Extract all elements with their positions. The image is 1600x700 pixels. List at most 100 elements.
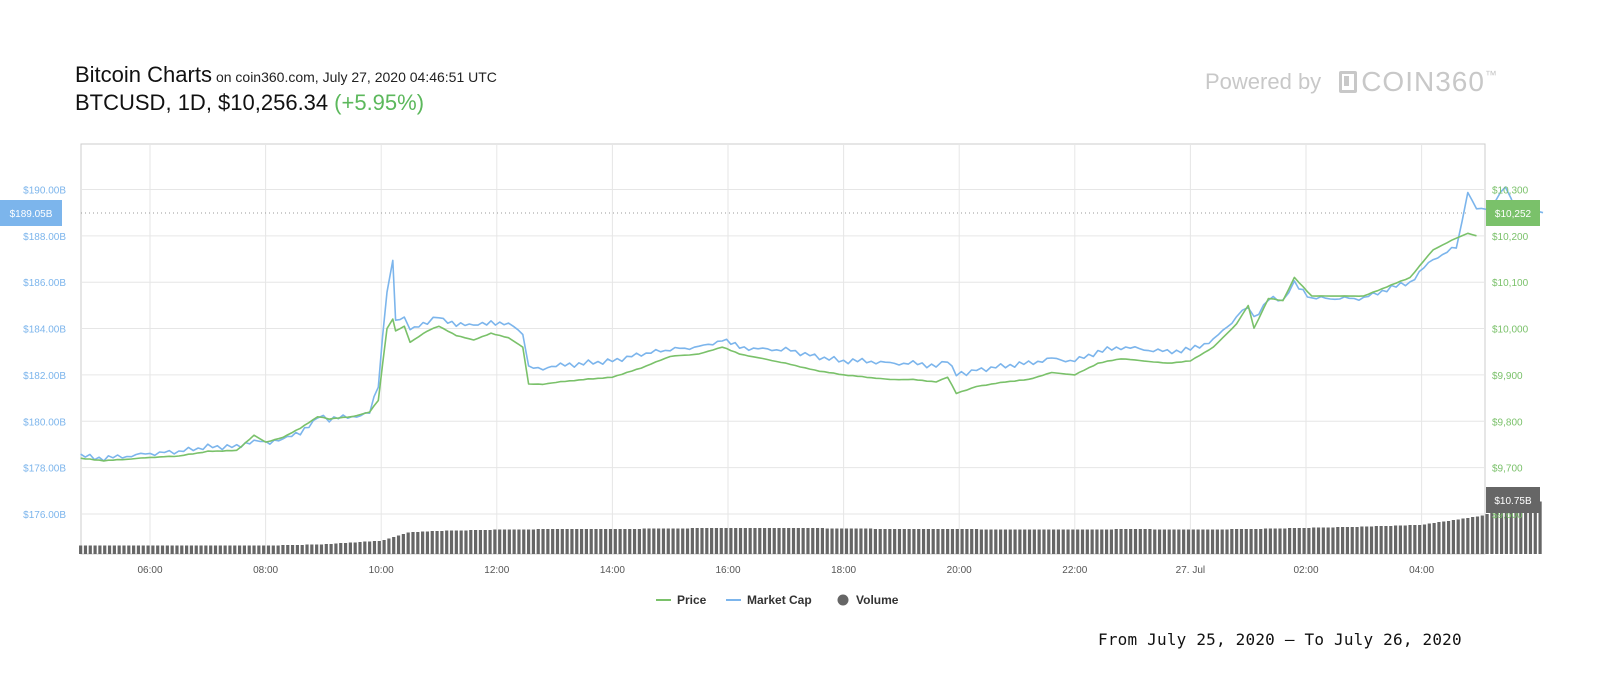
volume-bar xyxy=(213,545,218,554)
volume-bar xyxy=(257,545,261,554)
volume-bar xyxy=(1259,529,1263,554)
volume-bar xyxy=(1456,519,1460,554)
volume-bar xyxy=(107,545,112,554)
volume-bar xyxy=(502,529,507,554)
volume-bar xyxy=(512,529,516,554)
volume-bar xyxy=(1278,528,1282,554)
volume-bar xyxy=(1374,526,1378,554)
powered-by-label: Powered by xyxy=(1205,69,1322,94)
volume-bar xyxy=(1533,502,1537,554)
volume-bar xyxy=(801,528,805,554)
volume-bar xyxy=(729,528,733,554)
price-current-badge xyxy=(1486,200,1540,226)
volume-bar xyxy=(666,528,670,554)
volume-bar xyxy=(931,529,935,554)
volume-bar xyxy=(758,528,762,554)
volume-bar xyxy=(536,529,540,554)
volume-bar xyxy=(363,541,367,554)
volume-bar xyxy=(343,543,348,554)
volume-bar xyxy=(1104,529,1109,554)
volume-bar xyxy=(310,544,314,554)
volume-bar xyxy=(613,529,617,554)
volume-bar xyxy=(1297,528,1301,554)
volume-bar xyxy=(1302,528,1306,554)
volume-bar xyxy=(493,529,497,554)
volume-bar xyxy=(1326,527,1330,554)
legend-item-price-label: Price xyxy=(677,593,707,607)
volume-bar xyxy=(117,545,121,554)
volume-bar xyxy=(271,545,275,554)
volume-bar xyxy=(319,544,324,554)
volume-bar xyxy=(772,528,776,554)
market-cap-current-badge xyxy=(0,200,62,226)
volume-bar xyxy=(1066,529,1070,554)
volume-bar xyxy=(859,528,863,554)
volume-bar xyxy=(127,545,131,554)
coin360-logo-icon xyxy=(1339,71,1358,93)
volume-bar xyxy=(401,534,405,554)
left-tick-label: $176.00B xyxy=(23,510,66,521)
volume-bar xyxy=(864,528,868,554)
volume-bar xyxy=(1191,529,1195,554)
volume-bar xyxy=(411,532,415,554)
legend-item-market-cap[interactable]: Market Cap xyxy=(726,593,812,607)
volume-bar xyxy=(165,545,169,554)
legend-item-volume[interactable]: Volume xyxy=(837,593,899,607)
volume-bar xyxy=(449,530,454,554)
volume-bar xyxy=(589,529,593,554)
powered-by-logo[interactable]: Powered by COIN360 ™ xyxy=(1205,66,1497,98)
volume-bar xyxy=(632,529,637,554)
x-tick-label: 02:00 xyxy=(1293,565,1318,576)
volume-bar xyxy=(893,529,897,554)
volume-bar xyxy=(445,530,449,554)
volume-bar xyxy=(1418,525,1422,554)
volume-bar xyxy=(1027,529,1032,554)
volume-bar xyxy=(840,528,844,554)
volume-bar xyxy=(570,529,574,554)
right-tick-label: $9,900 xyxy=(1492,371,1523,382)
volume-bar xyxy=(604,529,608,554)
volume-bar xyxy=(608,529,613,554)
volume-bar xyxy=(1350,527,1354,554)
left-tick-label: $188.00B xyxy=(23,232,66,243)
volume-bar xyxy=(464,530,468,554)
volume-bar xyxy=(970,529,974,554)
volume-bar xyxy=(1254,529,1258,554)
volume-bar xyxy=(1427,523,1431,554)
volume-bar xyxy=(1398,525,1403,554)
volume-bar xyxy=(811,528,815,554)
volume-bar xyxy=(1177,529,1181,554)
volume-bar xyxy=(372,541,377,554)
volume-bar xyxy=(531,529,536,554)
ticker-change: (+5.95%) xyxy=(334,90,425,115)
x-tick-label: 18:00 xyxy=(831,565,856,576)
volume-current-badge xyxy=(1486,487,1540,513)
volume-bar xyxy=(1466,518,1470,554)
volume-bar xyxy=(1331,527,1335,554)
volume-bar xyxy=(1148,529,1152,554)
price-current-label: $10,252 xyxy=(1495,209,1532,220)
volume-bar xyxy=(791,528,796,554)
volume-bar xyxy=(339,543,343,554)
volume-bar xyxy=(1095,529,1099,554)
right-tick-label: $9,600 xyxy=(1492,510,1523,521)
volume-bar xyxy=(1461,518,1465,554)
price-line xyxy=(80,232,1477,462)
left-tick-label: $182.00B xyxy=(23,371,66,382)
volume-bar xyxy=(960,529,964,554)
chart-legend[interactable]: Price Market Cap Volume xyxy=(656,593,899,607)
volume-bar xyxy=(628,529,632,554)
volume-bar xyxy=(936,529,940,554)
legend-item-price[interactable]: Price xyxy=(656,593,707,607)
volume-bar xyxy=(897,529,902,554)
x-tick-label: 20:00 xyxy=(947,565,972,576)
volume-bar xyxy=(551,529,555,554)
volume-bar xyxy=(642,528,646,554)
volume-bar xyxy=(286,545,290,554)
volume-bar xyxy=(1475,516,1480,554)
volume-bars xyxy=(79,501,1542,554)
volume-bar xyxy=(854,528,858,554)
volume-bar xyxy=(565,529,569,554)
volume-bar xyxy=(575,529,579,554)
